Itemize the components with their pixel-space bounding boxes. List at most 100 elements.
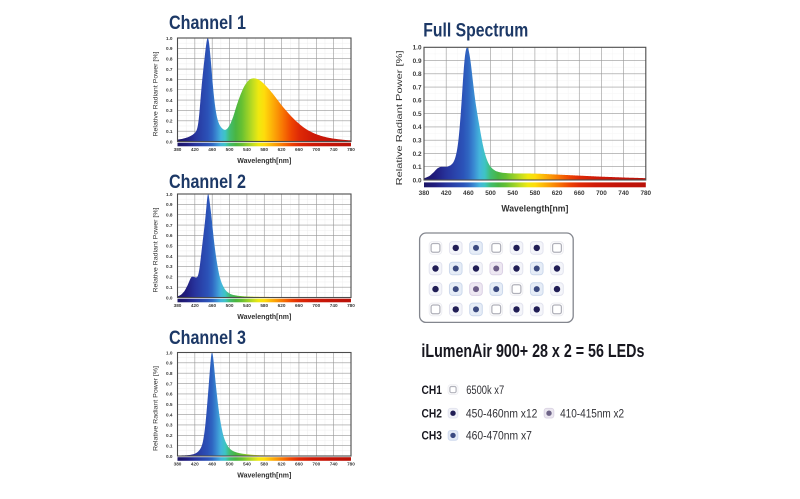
svg-text:620: 620: [278, 147, 286, 152]
svg-text:0.4: 0.4: [166, 98, 173, 103]
svg-text:500: 500: [226, 147, 234, 152]
svg-text:540: 540: [243, 303, 251, 308]
svg-text:1.0: 1.0: [413, 45, 422, 52]
svg-text:580: 580: [260, 303, 268, 308]
svg-text:0.9: 0.9: [166, 361, 173, 366]
svg-text:540: 540: [243, 147, 251, 152]
svg-text:0.5: 0.5: [166, 244, 173, 249]
svg-text:0.6: 0.6: [166, 77, 173, 82]
svg-text:740: 740: [618, 190, 629, 197]
svg-text:620: 620: [278, 303, 286, 308]
svg-text:0.0: 0.0: [166, 139, 173, 144]
svg-text:780: 780: [347, 303, 355, 308]
svg-text:1.0: 1.0: [166, 192, 173, 197]
svg-text:0.0: 0.0: [166, 295, 173, 300]
svg-text:740: 740: [330, 303, 338, 308]
svg-text:0.1: 0.1: [413, 164, 422, 171]
svg-text:0.3: 0.3: [413, 137, 422, 144]
svg-text:0.7: 0.7: [413, 84, 422, 91]
svg-text:780: 780: [347, 147, 355, 152]
svg-text:Relative Radiant Power [%]: Relative Radiant Power [%]: [153, 51, 160, 136]
svg-text:700: 700: [596, 190, 607, 197]
svg-text:660: 660: [574, 190, 585, 197]
svg-text:Relative Radiant Power [%]: Relative Radiant Power [%]: [153, 366, 160, 451]
svg-text:380: 380: [174, 461, 182, 466]
svg-text:6500k x7: 6500k x7: [466, 385, 504, 397]
svg-text:1.0: 1.0: [166, 36, 173, 41]
svg-text:0.9: 0.9: [166, 202, 173, 207]
svg-text:380: 380: [174, 303, 182, 308]
svg-text:580: 580: [260, 461, 268, 466]
svg-text:420: 420: [191, 303, 199, 308]
svg-text:700: 700: [312, 147, 320, 152]
svg-text:0.4: 0.4: [166, 412, 173, 417]
svg-text:580: 580: [260, 147, 268, 152]
svg-text:0.6: 0.6: [413, 98, 422, 105]
svg-text:Wavelength[nm]: Wavelength[nm]: [237, 156, 291, 165]
svg-text:CH3: CH3: [422, 429, 443, 443]
svg-text:CH2: CH2: [422, 406, 443, 420]
svg-text:460-470nm x7: 460-470nm x7: [466, 431, 532, 443]
svg-text:0.2: 0.2: [166, 119, 173, 124]
svg-text:700: 700: [312, 303, 320, 308]
svg-text:0.8: 0.8: [413, 71, 422, 78]
svg-text:460: 460: [208, 461, 216, 466]
svg-text:420: 420: [191, 461, 199, 466]
svg-text:0.5: 0.5: [166, 402, 173, 407]
svg-text:660: 660: [295, 147, 303, 152]
svg-text:740: 740: [330, 147, 338, 152]
svg-text:540: 540: [243, 461, 251, 466]
svg-text:0.0: 0.0: [166, 454, 173, 459]
svg-text:Channel 2: Channel 2: [169, 172, 246, 193]
svg-text:0.2: 0.2: [413, 151, 422, 158]
svg-text:0.2: 0.2: [166, 433, 173, 438]
svg-text:0.1: 0.1: [166, 285, 173, 290]
svg-text:660: 660: [295, 303, 303, 308]
svg-text:0.9: 0.9: [413, 58, 422, 65]
svg-text:0.4: 0.4: [166, 254, 173, 259]
svg-text:700: 700: [312, 461, 320, 466]
svg-text:Relative Radiant Power [%]: Relative Radiant Power [%]: [153, 207, 160, 292]
svg-text:500: 500: [226, 461, 234, 466]
svg-text:0.5: 0.5: [166, 88, 173, 93]
svg-text:0.2: 0.2: [166, 275, 173, 280]
svg-text:Wavelength[nm]: Wavelength[nm]: [237, 312, 291, 321]
svg-text:0.3: 0.3: [166, 108, 173, 113]
svg-text:0.3: 0.3: [166, 264, 173, 269]
svg-text:460: 460: [208, 147, 216, 152]
svg-text:0.8: 0.8: [166, 212, 173, 217]
svg-text:420: 420: [441, 190, 452, 197]
svg-text:500: 500: [226, 303, 234, 308]
svg-text:Relative Radiant Power [%]: Relative Radiant Power [%]: [395, 50, 404, 185]
svg-text:380: 380: [174, 147, 182, 152]
svg-text:0.6: 0.6: [166, 392, 173, 397]
svg-text:500: 500: [485, 190, 496, 197]
svg-text:0.7: 0.7: [166, 223, 173, 228]
svg-text:Channel 3: Channel 3: [169, 328, 246, 349]
svg-text:410-415nm x2: 410-415nm x2: [560, 408, 624, 420]
svg-text:660: 660: [295, 461, 303, 466]
svg-text:Wavelength[nm]: Wavelength[nm]: [501, 204, 568, 215]
svg-text:0.1: 0.1: [166, 443, 173, 448]
svg-text:450-460nm x12: 450-460nm x12: [466, 408, 538, 420]
svg-text:1.0: 1.0: [166, 350, 173, 355]
svg-text:380: 380: [419, 190, 430, 197]
svg-text:Channel 1: Channel 1: [169, 13, 246, 34]
svg-text:iLumenAir 900+ 28 x 2 = 56 LED: iLumenAir 900+ 28 x 2 = 56 LEDs: [421, 340, 644, 361]
svg-text:780: 780: [347, 461, 355, 466]
svg-text:0.4: 0.4: [413, 124, 422, 131]
svg-text:460: 460: [463, 190, 474, 197]
svg-text:780: 780: [640, 190, 651, 197]
svg-text:620: 620: [552, 190, 563, 197]
svg-text:460: 460: [208, 303, 216, 308]
svg-text:0.6: 0.6: [166, 233, 173, 238]
svg-text:580: 580: [530, 190, 541, 197]
svg-text:0.0: 0.0: [413, 177, 422, 184]
svg-text:Full Spectrum: Full Spectrum: [423, 21, 528, 42]
svg-text:0.8: 0.8: [166, 371, 173, 376]
svg-text:540: 540: [507, 190, 518, 197]
svg-text:0.5: 0.5: [413, 111, 422, 118]
svg-text:0.8: 0.8: [166, 56, 173, 61]
svg-text:0.7: 0.7: [166, 381, 173, 386]
svg-text:740: 740: [330, 461, 338, 466]
